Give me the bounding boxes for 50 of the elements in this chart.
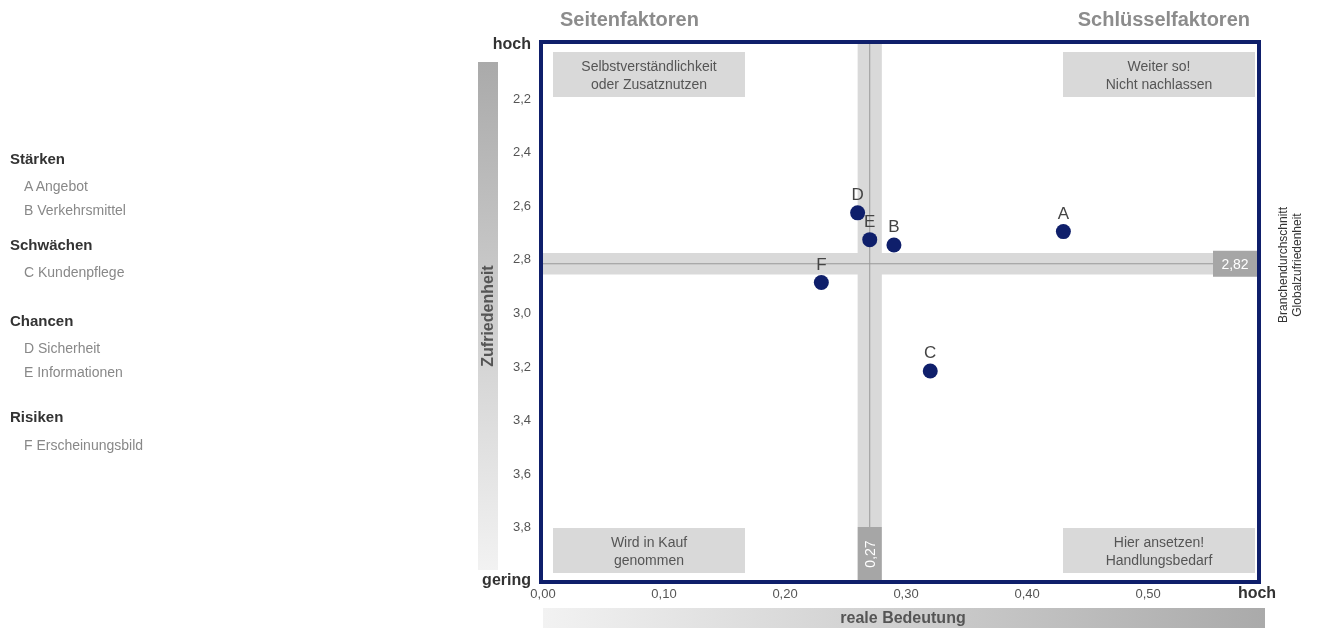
y-tick-label: gering [482,571,531,588]
y-tick-label: 2,2 [512,90,531,106]
text: Schwächen [10,236,93,253]
y-tick-label: 2,6 [512,197,531,213]
point [922,363,938,379]
x-tick-label: 0,10 [651,586,677,601]
y-tick-label: 2,4 [512,144,531,160]
text: Seitenfaktoren [560,8,699,31]
text: E Informationen [24,364,123,380]
x-tick-label: hoch [1237,584,1277,601]
data-label: B [888,217,900,237]
text: Stärken [10,150,66,167]
y-tick-label: 3,4 [512,412,531,428]
data-label: D [851,185,864,205]
point [850,205,866,221]
y-tick-label: 2,8 [512,251,531,267]
x-tick-label: 0,50 [1135,586,1161,601]
y-axis-title: Zufriedenheit [479,265,497,367]
ref-line-label: 0,27 [861,540,878,568]
x-tick-label: 0,40 [1014,586,1040,601]
x-tick-label: 0,30 [893,586,919,601]
text: Risiken [10,408,64,425]
point [862,232,878,248]
point [886,237,902,253]
text: C Kundenpflege [24,264,125,280]
text: B Verkehrsmittel [24,202,126,218]
data-label: A [1057,204,1070,224]
data-label: C [924,343,937,363]
annotation: Wird in Kauf genommen [610,532,688,569]
annotation: Selbstverständlichkeit oder Zusatznutzen [581,56,717,93]
text: F Erscheinungsbild [24,437,144,453]
point [813,275,829,291]
text: A Angebot [24,178,88,194]
text: D Sicherheit [24,340,101,356]
text: Schlüsselfaktoren [1077,8,1250,31]
data-label: F [816,255,827,275]
ref-line-label: 2,82 [1221,255,1249,272]
y-tick-label: 3,6 [512,465,531,481]
text: Branchendurchschnitt Globalzufriedenheit [1276,206,1304,324]
annotation: Hier ansetzen! Handlungsbedarf [1105,532,1213,569]
y-tick-label: 3,0 [512,305,531,320]
y-tick-label: 3,2 [512,358,531,374]
point [1055,224,1071,240]
annotation: Weiter so! Nicht nachlassen [1105,56,1213,93]
text: Chancen [10,312,74,329]
x-tick-label: 0,00 [530,586,556,601]
x-tick-label: 0,20 [772,586,798,601]
data-label: E [864,212,876,232]
y-tick-label: hoch [492,35,531,52]
y-tick-label: 3,8 [512,519,531,535]
